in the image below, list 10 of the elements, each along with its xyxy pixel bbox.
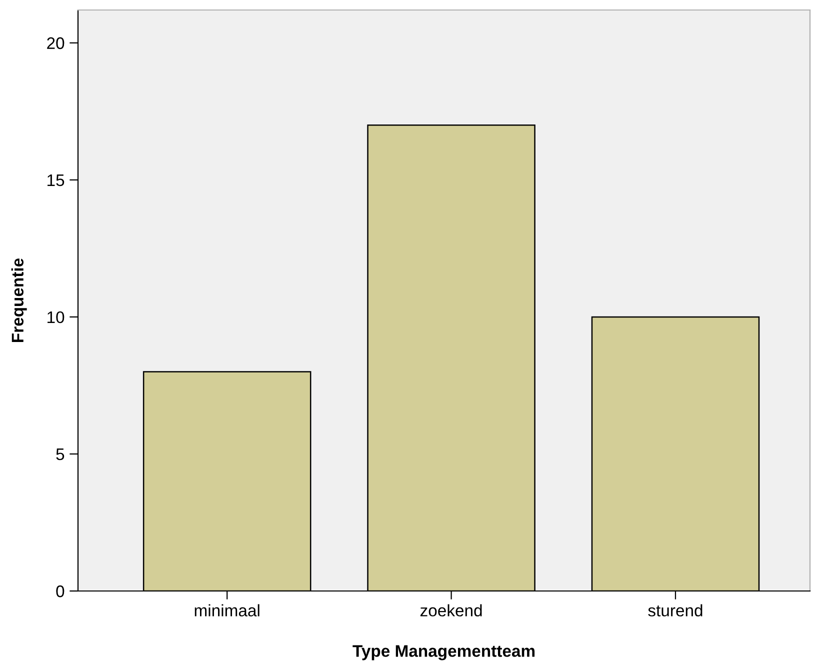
x-tick-label: minimaal [194,604,260,616]
y-tick-label: 0 [56,585,64,598]
y-tick-label: 15 [48,174,64,186]
y-tick-label: 20 [47,37,64,50]
y-tick-label: 5 [56,448,64,460]
x-axis-title: Type Managementteam [352,645,535,660]
y-axis-title: Frequentie [11,258,27,342]
x-tick-label: zoekend [420,604,482,616]
y-tick-label: 10 [48,311,64,324]
x-tick-label: sturend [648,604,702,616]
